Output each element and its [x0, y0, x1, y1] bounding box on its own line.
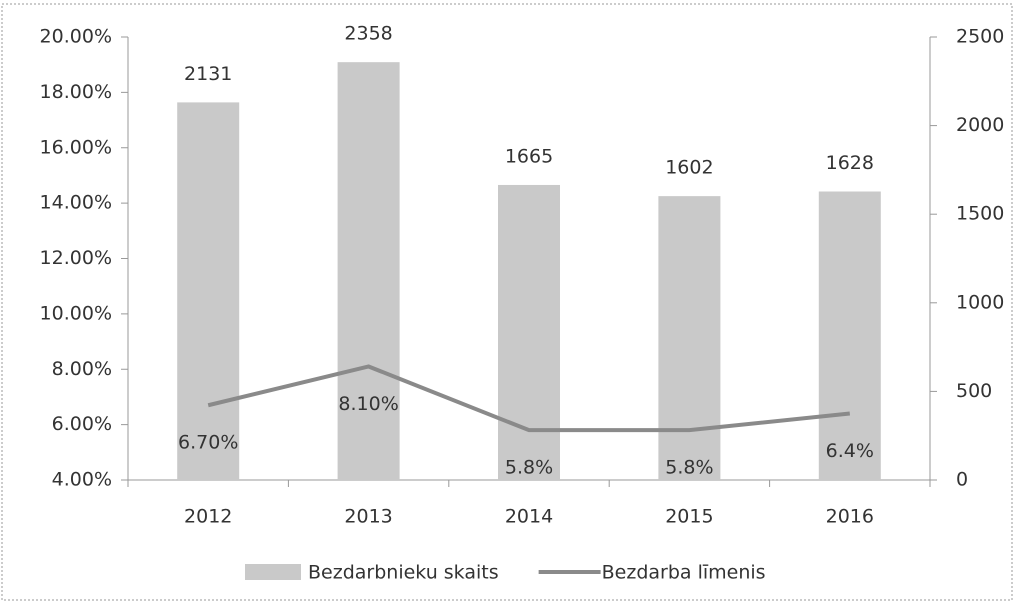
- y-tick-label: 16.00%: [40, 136, 112, 158]
- y2-tick-label: 1000: [956, 291, 1004, 313]
- x-tick-label: 2016: [826, 506, 874, 528]
- y2-tick-label: 0: [956, 469, 968, 491]
- x-tick-label: 2015: [665, 506, 713, 528]
- y-tick-label: 18.00%: [40, 81, 112, 103]
- y-tick-label: 20.00%: [40, 26, 112, 48]
- x-tick-label: 2013: [344, 506, 392, 528]
- bar: [498, 184, 560, 480]
- bar: [177, 102, 240, 480]
- bar-value-label: 1628: [826, 152, 874, 174]
- line-value-label: 8.10%: [338, 393, 398, 415]
- line: [207, 364, 851, 433]
- line-value-label: 5.8%: [665, 457, 713, 479]
- y2-tick-label: 2000: [956, 114, 1004, 136]
- y-tick-label: 6.00%: [52, 413, 112, 435]
- y-tick-label: 14.00%: [40, 192, 112, 214]
- bar: [658, 196, 721, 480]
- legend-label: Bezdarbnieku skaits: [308, 562, 499, 584]
- x-tick-label: 2012: [184, 506, 232, 528]
- bar-value-label: 2358: [344, 23, 392, 45]
- y-tick-label: 12.00%: [40, 247, 112, 269]
- legend-label: Bezdarba līmenis: [602, 562, 766, 584]
- bar: [337, 62, 400, 480]
- bar: [818, 191, 881, 480]
- y2-tick-label: 2500: [956, 26, 1004, 48]
- line-value-label: 5.8%: [505, 457, 553, 479]
- bar-value-label: 2131: [184, 63, 232, 85]
- y-tick-label: 10.00%: [40, 302, 112, 324]
- line-value-label: 6.70%: [178, 432, 238, 454]
- y-tick-label: 4.00%: [52, 469, 112, 491]
- line-value-label: 6.4%: [826, 440, 874, 462]
- legend-swatch: [245, 564, 301, 580]
- y2-tick-label: 1500: [956, 203, 1004, 225]
- y2-tick-label: 500: [956, 380, 992, 402]
- y-tick-label: 8.00%: [52, 358, 112, 380]
- bar-value-label: 1665: [505, 145, 553, 167]
- x-tick-label: 2014: [505, 506, 553, 528]
- bar-value-label: 1602: [665, 157, 713, 179]
